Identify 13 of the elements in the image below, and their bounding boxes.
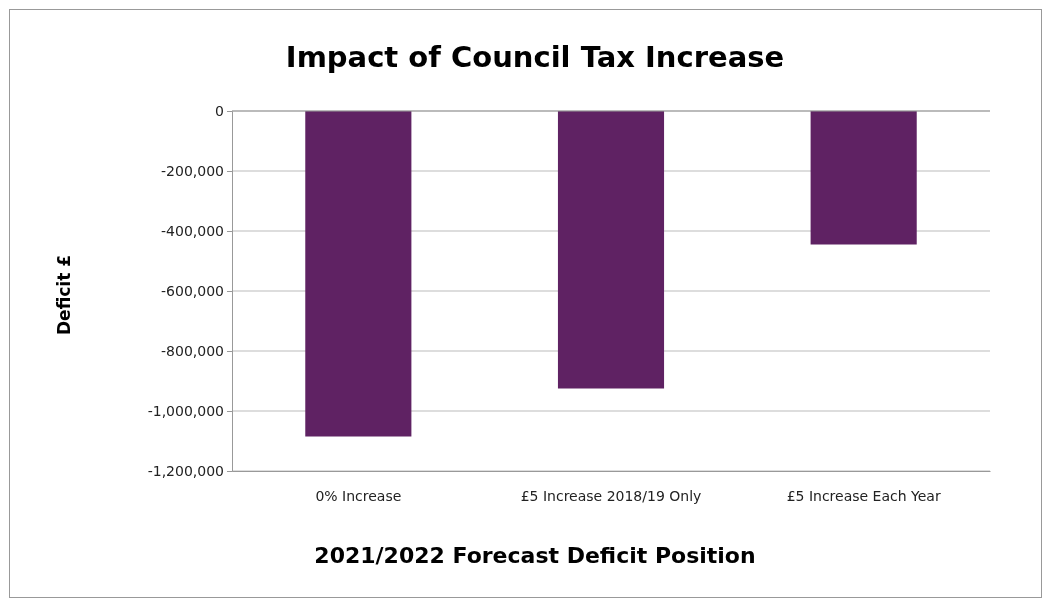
x-tick-label: £5 Increase 2018/19 Only bbox=[520, 487, 702, 504]
y-tick-label: -200,000 bbox=[161, 162, 224, 179]
y-axis-title: Deficit £ bbox=[54, 254, 74, 336]
y-tick-label: -400,000 bbox=[161, 222, 224, 239]
x-axis-title: 2021/2022 Forecast Deficit Position bbox=[314, 543, 756, 568]
y-tick-label: -1,200,000 bbox=[147, 462, 224, 479]
chart-title: Impact of Council Tax Increase bbox=[285, 40, 785, 74]
y-tick-label: -1,000,000 bbox=[147, 402, 224, 419]
x-tick-label: £5 Increase Each Year bbox=[786, 487, 941, 504]
y-tick-label: 0 bbox=[215, 102, 224, 119]
x-tick-label: 0% Increase bbox=[315, 487, 402, 504]
y-tick-label: -800,000 bbox=[161, 342, 224, 359]
y-tick-label: -600,000 bbox=[161, 282, 224, 299]
